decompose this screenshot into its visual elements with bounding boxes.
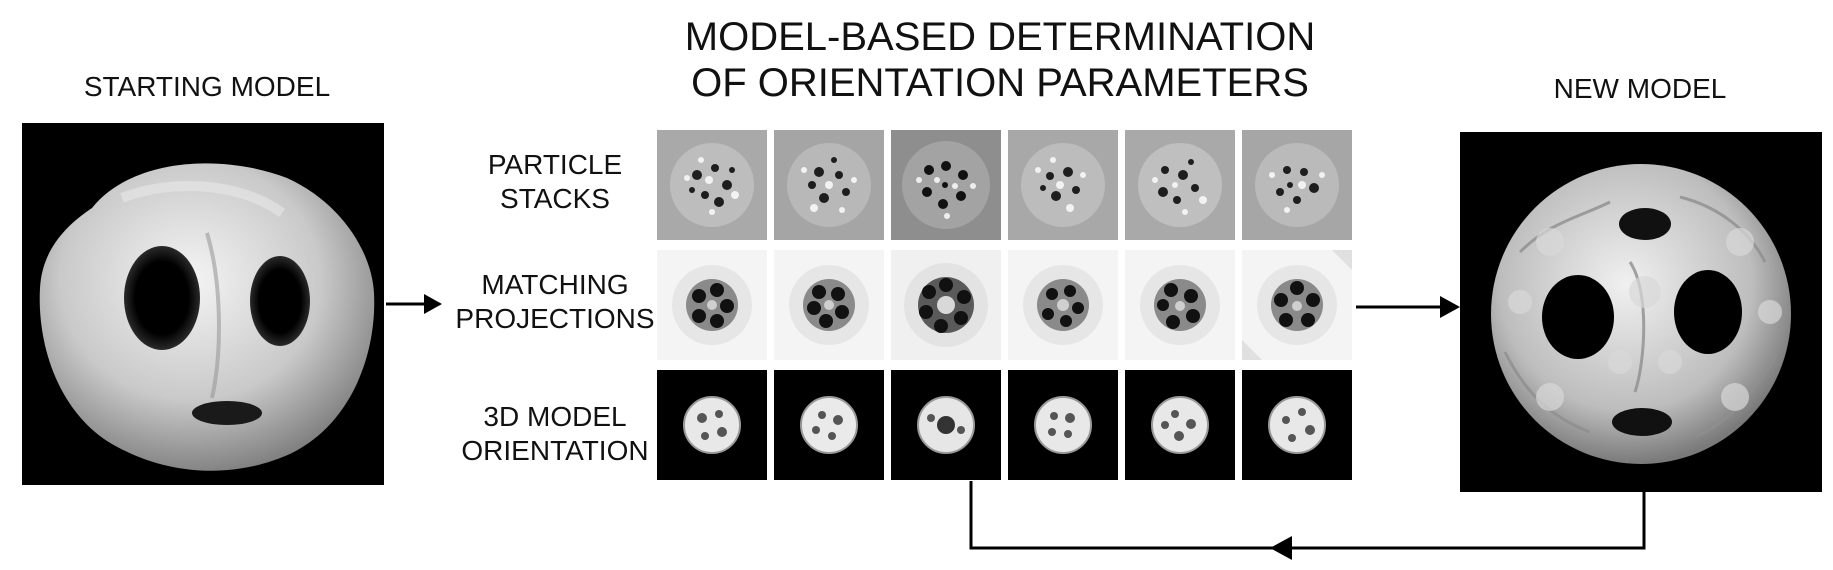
- row-label-3d-model-orientation-1: 3D MODEL: [483, 401, 627, 432]
- row-label-3d-model-orientation-2: ORIENTATION: [461, 435, 649, 466]
- matching-projection-image: [657, 250, 767, 360]
- matching-projection-image: [1125, 250, 1235, 360]
- particle-stack-image: [891, 130, 1001, 240]
- new-model-image: [1460, 132, 1822, 492]
- model-orientation-image: [1008, 370, 1118, 480]
- particle-stack-image: [1242, 130, 1352, 240]
- starting-model-image: [22, 123, 384, 485]
- process-title-line1: MODEL-BASED DETERMINATION: [684, 15, 1316, 59]
- row-label-particle-stacks-2: STACKS: [500, 183, 610, 214]
- particle-stack-image: [774, 130, 884, 240]
- model-orientation-image: [1242, 370, 1352, 480]
- model-orientation-image: [1125, 370, 1235, 480]
- row-label-matching-projections-2: PROJECTIONS: [455, 303, 655, 334]
- particle-stack-image: [657, 130, 767, 240]
- row-label-matching-projections-1: MATCHING: [481, 269, 629, 300]
- model-orientation-image: [774, 370, 884, 480]
- matching-projection-image: [891, 250, 1001, 360]
- model-orientation-image: [657, 370, 767, 480]
- row-label-particle-stacks-1: PARTICLE: [487, 149, 623, 180]
- starting-model-title: STARTING MODEL: [83, 71, 331, 102]
- new-model-title: NEW MODEL: [1553, 73, 1727, 104]
- model-orientation-image: [891, 370, 1001, 480]
- matching-projection-image: [1008, 250, 1118, 360]
- process-title-line2: OF ORIENTATION PARAMETERS: [691, 61, 1309, 105]
- particle-stack-image: [1008, 130, 1118, 240]
- matching-projection-image: [774, 250, 884, 360]
- matching-projection-image: [1242, 250, 1352, 360]
- particle-stack-image: [1125, 130, 1235, 240]
